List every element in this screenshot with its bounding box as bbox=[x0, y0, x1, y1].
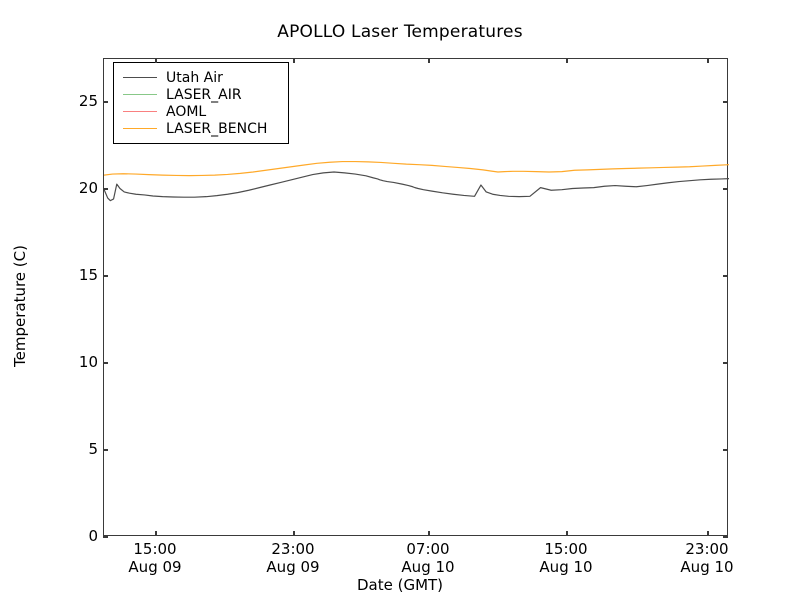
chart-title: APOLLO Laser Temperatures bbox=[277, 22, 523, 42]
y-tick-label: 15 bbox=[78, 266, 98, 285]
legend-item[interactable]: LASER_BENCH bbox=[120, 120, 280, 137]
chart-legend: Utah Air LASER_AIR AOML LASER_BENCH bbox=[113, 62, 289, 144]
x-tick-label: 15:00 Aug 10 bbox=[539, 540, 593, 576]
y-tick-mark bbox=[723, 188, 728, 190]
y-tick-label: 5 bbox=[88, 440, 98, 459]
y-tick-mark bbox=[723, 275, 728, 277]
y-tick-mark bbox=[723, 101, 728, 104]
x-tick-mark bbox=[155, 531, 157, 536]
x-tick-label: 23:00 Aug 10 bbox=[680, 540, 734, 576]
x-tick-mark bbox=[293, 531, 295, 536]
legend-item[interactable]: AOML bbox=[120, 103, 280, 120]
y-tick-label: 20 bbox=[78, 179, 98, 198]
legend-label: LASER_BENCH bbox=[166, 120, 268, 137]
y-tick-label: 25 bbox=[78, 92, 98, 111]
x-tick-mark bbox=[707, 58, 709, 63]
x-tick-mark bbox=[566, 531, 568, 536]
x-tick-label: 23:00 Aug 09 bbox=[266, 540, 320, 576]
x-tick-mark bbox=[428, 531, 430, 536]
y-tick-mark bbox=[103, 275, 108, 277]
series-line bbox=[104, 171, 729, 202]
y-tick-mark bbox=[103, 362, 108, 364]
y-tick-mark bbox=[103, 188, 108, 190]
legend-color-swatch bbox=[123, 94, 157, 95]
legend-label: LASER_AIR bbox=[166, 86, 242, 103]
legend-item[interactable]: LASER_AIR bbox=[120, 86, 280, 103]
x-axis-label: Date (GMT) bbox=[356, 576, 444, 594]
y-tick-mark bbox=[103, 536, 108, 538]
series-lines bbox=[104, 160, 729, 202]
y-tick-label: 10 bbox=[78, 353, 98, 372]
y-tick-mark bbox=[723, 536, 728, 538]
y-tick-mark bbox=[723, 449, 728, 451]
legend-color-swatch bbox=[123, 77, 157, 78]
series-line bbox=[104, 160, 729, 177]
legend-label: Utah Air bbox=[166, 69, 223, 86]
y-tick-mark bbox=[103, 449, 108, 451]
y-tick-label: 0 bbox=[88, 527, 98, 545]
x-tick-mark bbox=[566, 58, 568, 63]
y-axis-tick-labels: 0 5 10 15 20 25 bbox=[46, 0, 98, 600]
x-tick-mark bbox=[293, 58, 295, 63]
legend-item[interactable]: Utah Air bbox=[120, 69, 280, 86]
x-tick-mark bbox=[707, 531, 709, 536]
x-tick-mark bbox=[155, 58, 157, 63]
legend-label: AOML bbox=[166, 103, 207, 120]
x-tick-label: 15:00 Aug 09 bbox=[128, 540, 182, 576]
x-tick-mark bbox=[428, 58, 430, 63]
y-axis-label: Temperature (C) bbox=[11, 245, 29, 367]
legend-color-swatch bbox=[123, 111, 157, 112]
y-tick-mark bbox=[723, 362, 728, 364]
legend-color-swatch bbox=[123, 128, 157, 129]
y-tick-mark bbox=[103, 101, 108, 104]
x-tick-label: 07:00 Aug 10 bbox=[401, 540, 455, 576]
